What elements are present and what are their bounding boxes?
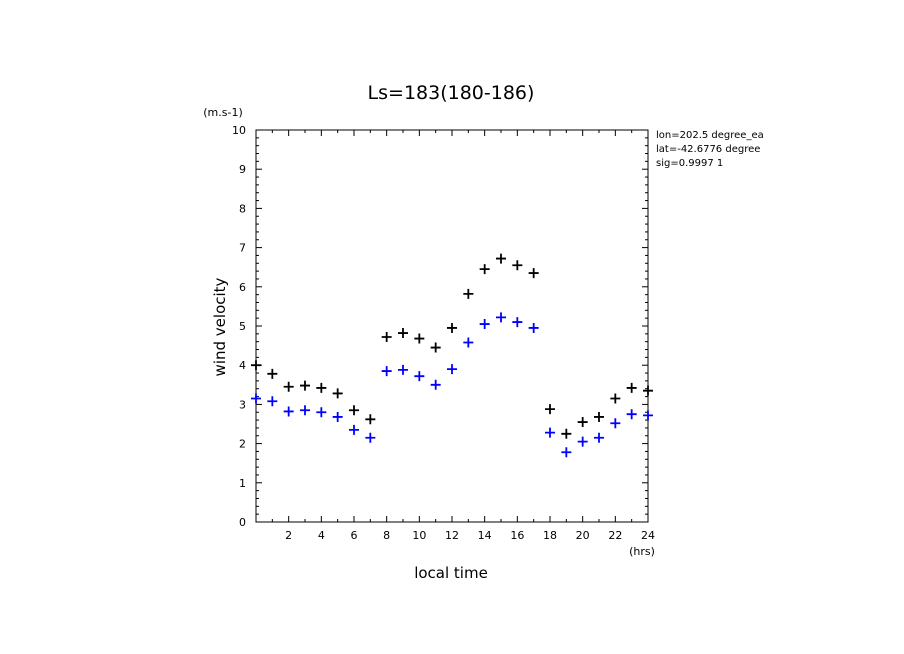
data-point-series-1	[577, 417, 588, 428]
annotation-lon: lon=202.5 degree_ea	[656, 130, 764, 141]
data-point-series-1	[430, 342, 441, 353]
data-point-series-1	[251, 360, 261, 371]
data-point-series-2	[496, 312, 506, 323]
data-point-series-2	[545, 427, 555, 438]
data-point-series-2	[528, 322, 539, 333]
data-point-series-1	[545, 404, 555, 415]
x-tick-label: 2	[285, 529, 292, 542]
y-tick-label: 9	[239, 163, 246, 176]
y-tick-label: 10	[232, 124, 246, 137]
data-point-series-1	[283, 381, 294, 392]
data-point-series-2	[594, 432, 604, 443]
data-point-series-1	[479, 264, 490, 275]
data-point-series-2	[610, 418, 621, 429]
data-point-series-1	[626, 382, 637, 393]
y-unit-label: (m.s-1)	[203, 106, 243, 119]
data-point-series-2	[381, 366, 392, 377]
x-tick-label: 14	[478, 529, 492, 542]
x-tick-label: 18	[543, 529, 557, 542]
y-tick-label: 8	[239, 202, 246, 215]
data-point-series-2	[349, 424, 359, 435]
data-point-series-1	[365, 414, 376, 425]
x-tick-label: 24	[641, 529, 655, 542]
data-point-series-2	[561, 447, 572, 458]
data-point-series-1	[349, 405, 359, 416]
x-tick-label: 16	[510, 529, 524, 542]
x-axis-label: local time	[414, 564, 488, 582]
x-tick-label: 10	[412, 529, 426, 542]
data-point-series-1	[463, 288, 474, 299]
y-tick-label: 7	[239, 242, 246, 255]
annotation-lat: lat=-42.6776 degree	[656, 144, 760, 155]
data-point-series-2	[251, 393, 261, 404]
right-clip	[780, 126, 904, 174]
data-point-series-2	[447, 364, 457, 375]
data-point-series-2	[643, 410, 653, 421]
data-point-series-2	[577, 436, 588, 447]
data-point-series-2	[283, 406, 294, 417]
chart-title: Ls=183(180-186)	[368, 82, 535, 104]
x-tick-label: 22	[608, 529, 622, 542]
data-point-series-1	[643, 385, 653, 396]
x-unit-label: (hrs)	[629, 545, 655, 558]
y-tick-label: 4	[239, 359, 246, 372]
data-point-series-1	[414, 333, 425, 344]
data-markers	[251, 253, 653, 458]
data-point-series-1	[447, 322, 457, 333]
y-tick-label: 1	[239, 477, 246, 490]
data-point-series-2	[430, 379, 441, 390]
data-point-series-1	[398, 328, 408, 339]
data-point-series-1	[300, 380, 310, 391]
data-point-series-2	[267, 396, 278, 407]
data-point-series-2	[332, 411, 343, 422]
data-point-series-1	[316, 382, 327, 393]
data-point-series-2	[316, 407, 327, 418]
data-point-series-1	[381, 331, 392, 342]
data-point-series-1	[512, 260, 523, 271]
annotation-sig: sig=0.9997 1	[656, 158, 723, 169]
x-tick-label: 4	[318, 529, 325, 542]
y-tick-label: 2	[239, 438, 246, 451]
data-point-series-1	[610, 393, 621, 404]
data-point-series-2	[626, 409, 637, 420]
y-tick-label: 6	[239, 281, 246, 294]
x-tick-label: 20	[576, 529, 590, 542]
data-point-series-1	[496, 253, 506, 264]
x-tick-label: 12	[445, 529, 459, 542]
y-axis-label: wind velocity	[211, 277, 229, 376]
x-tick-label: 8	[383, 529, 390, 542]
x-tick-label: 6	[351, 529, 358, 542]
data-point-series-1	[267, 368, 278, 379]
data-point-series-2	[300, 405, 310, 416]
data-point-series-2	[479, 319, 490, 330]
data-point-series-2	[414, 371, 425, 382]
data-point-series-2	[365, 432, 376, 443]
data-point-series-2	[512, 317, 523, 328]
y-tick-label: 3	[239, 398, 246, 411]
data-point-series-1	[332, 388, 343, 399]
data-point-series-1	[528, 268, 539, 279]
y-tick-label: 0	[239, 516, 246, 529]
data-point-series-1	[594, 411, 604, 422]
data-point-series-1	[561, 428, 572, 439]
data-point-series-2	[398, 364, 408, 375]
y-tick-label: 5	[239, 320, 246, 333]
data-point-series-2	[463, 337, 474, 348]
